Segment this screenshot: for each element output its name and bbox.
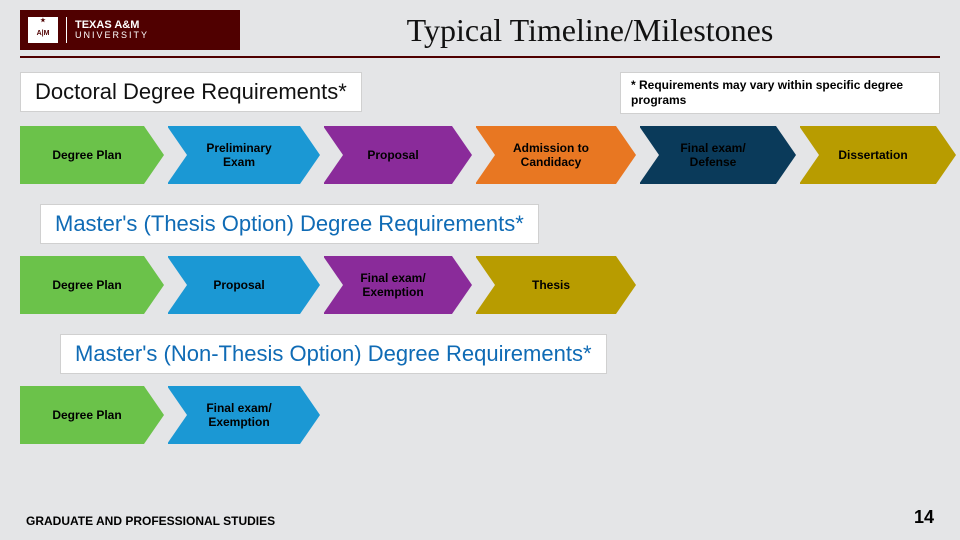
- content: Doctoral Degree Requirements* * Requireme…: [0, 58, 960, 444]
- chevron-label: Proposal: [213, 278, 264, 292]
- chevron-step: Degree Plan: [20, 386, 144, 444]
- chevron-step: Final exam/ Exemption: [168, 386, 300, 444]
- requirements-note: * Requirements may vary within specific …: [620, 72, 940, 114]
- chevron-step: Proposal: [168, 256, 300, 314]
- logo-divider: [66, 17, 67, 43]
- chevron-label: Admission to Candidacy: [500, 141, 602, 170]
- chevron-label: Degree Plan: [52, 408, 121, 422]
- logo-text: TEXAS A&M UNIVERSITY: [75, 19, 149, 41]
- chevron-label: Degree Plan: [52, 148, 121, 162]
- chevron-step: Final exam/ Defense: [640, 126, 776, 184]
- chevron-step: Admission to Candidacy: [476, 126, 616, 184]
- chevron-step: Final exam/ Exemption: [324, 256, 452, 314]
- chevron-label: Degree Plan: [52, 278, 121, 292]
- chevron-step: Preliminary Exam: [168, 126, 300, 184]
- chevron-label: Final exam/ Exemption: [348, 271, 438, 300]
- section-title-2: Master's (Non-Thesis Option) Degree Requ…: [60, 334, 607, 374]
- chevron-step: Proposal: [324, 126, 452, 184]
- page-number: 14: [914, 507, 934, 528]
- chevron-label: Final exam/ Defense: [664, 141, 762, 170]
- chevron-label: Dissertation: [838, 148, 907, 162]
- chevron-step: Thesis: [476, 256, 616, 314]
- section-2: Master's (Non-Thesis Option) Degree Requ…: [20, 334, 940, 444]
- header: A|M TEXAS A&M UNIVERSITY Typical Timelin…: [0, 0, 960, 56]
- logo-line2: UNIVERSITY: [75, 31, 149, 41]
- chevron-label: Final exam/ Exemption: [192, 401, 286, 430]
- footer: GRADUATE AND PROFESSIONAL STUDIES 14: [0, 507, 960, 528]
- chevron-label: Proposal: [367, 148, 418, 162]
- footer-text: GRADUATE AND PROFESSIONAL STUDIES: [26, 514, 275, 528]
- chevron-label: Thesis: [532, 278, 570, 292]
- chevron-step: Dissertation: [800, 126, 936, 184]
- section-title-1: Master's (Thesis Option) Degree Requirem…: [40, 204, 539, 244]
- logo-mark: A|M: [28, 17, 58, 43]
- section-title-row: Doctoral Degree Requirements* * Requireme…: [20, 72, 940, 114]
- chevron-row-1: Degree Plan Proposal Final exam/ Exemption…: [20, 256, 940, 314]
- chevron-label: Preliminary Exam: [192, 141, 286, 170]
- chevron-row-2: Degree Plan Final exam/ Exemption: [20, 386, 940, 444]
- section-0: Doctoral Degree Requirements* * Requireme…: [20, 72, 940, 184]
- chevron-step: Degree Plan: [20, 256, 144, 314]
- section-title-0: Doctoral Degree Requirements*: [20, 72, 362, 112]
- logo-block: A|M TEXAS A&M UNIVERSITY: [20, 10, 240, 50]
- page-title: Typical Timeline/Milestones: [240, 12, 940, 49]
- section-1: Master's (Thesis Option) Degree Requirem…: [20, 204, 940, 314]
- chevron-row-0: Degree Plan Preliminary Exam Proposal Admis…: [20, 126, 940, 184]
- chevron-step: Degree Plan: [20, 126, 144, 184]
